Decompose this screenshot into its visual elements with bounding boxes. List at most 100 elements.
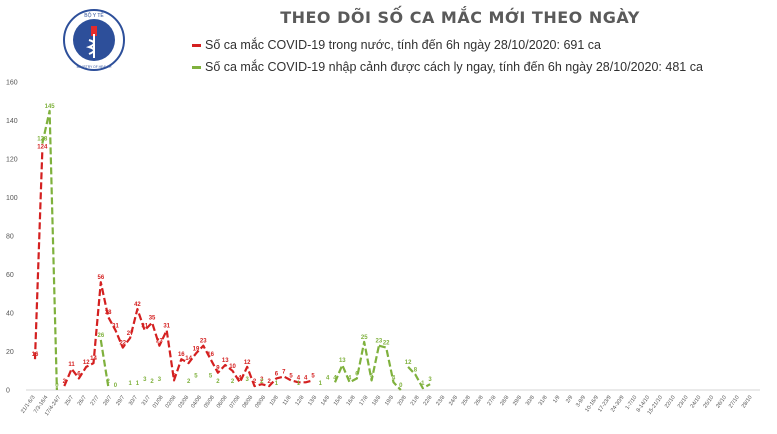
y-tick-label: 100 bbox=[6, 195, 18, 202]
data-label-0: 27 bbox=[127, 331, 134, 337]
x-tick-label: 26/7 bbox=[77, 395, 88, 407]
legend-swatch-imported bbox=[192, 65, 201, 69]
data-label-1: 6 bbox=[355, 371, 359, 377]
x-tick-label: 29/8 bbox=[512, 395, 523, 407]
data-label-0: 9 bbox=[216, 366, 220, 372]
x-tick-label: 25/10 bbox=[702, 395, 715, 410]
data-label-0: 16 bbox=[178, 352, 185, 358]
x-tick-label: 26/8 bbox=[474, 395, 485, 407]
data-label-1: 22 bbox=[383, 341, 390, 347]
data-label-1: 2 bbox=[106, 379, 110, 385]
data-label-1: 26 bbox=[98, 333, 105, 339]
data-label-1: 23 bbox=[376, 339, 383, 345]
series-line-1 bbox=[333, 340, 380, 384]
data-label-0: 35 bbox=[149, 316, 156, 322]
data-label-0: 4 bbox=[238, 375, 242, 381]
x-tick-label: 29/7 bbox=[115, 395, 126, 407]
x-tick-label: 24-30/9 bbox=[610, 395, 626, 414]
y-tick-label: 60 bbox=[6, 272, 14, 279]
data-label-0: 5 bbox=[311, 373, 315, 379]
data-label-1: 3 bbox=[158, 377, 162, 383]
data-label-0: 10 bbox=[229, 364, 236, 370]
data-label-1: 4 bbox=[333, 375, 337, 381]
y-tick-label: 0 bbox=[6, 388, 10, 395]
data-label-0: 19 bbox=[193, 346, 200, 352]
data-label-0: 3 bbox=[260, 377, 264, 383]
series-line-0 bbox=[33, 151, 44, 360]
data-label-0: 6 bbox=[77, 371, 81, 377]
data-label-1: 0 bbox=[55, 383, 59, 389]
x-tick-label: 07/08 bbox=[229, 395, 242, 410]
data-label-0: 5 bbox=[172, 373, 176, 379]
data-label-0: 5 bbox=[289, 373, 293, 379]
data-label-1: 145 bbox=[45, 104, 56, 110]
data-label-1: 1 bbox=[421, 381, 425, 387]
data-label-0: 7 bbox=[282, 370, 286, 376]
x-tick-label: 2/9 bbox=[565, 395, 574, 405]
chart-title: THEO DÕI SỐ CA MẮC MỚI THEO NGÀY bbox=[280, 8, 640, 27]
series-line-1 bbox=[378, 344, 402, 391]
data-label-0: 23 bbox=[156, 339, 163, 345]
x-tick-label: 04/08 bbox=[190, 395, 203, 410]
data-label-1: 3 bbox=[428, 377, 432, 383]
x-tick-label: 02/08 bbox=[165, 395, 178, 410]
x-tick-label: 01/08 bbox=[152, 395, 165, 410]
data-label-1: 25 bbox=[361, 335, 368, 341]
data-label-0: 2 bbox=[63, 379, 67, 385]
x-tick-label: 1/9 bbox=[552, 395, 561, 405]
y-tick-label: 120 bbox=[6, 157, 18, 164]
data-label-1: 1 bbox=[319, 381, 323, 387]
x-tick-label: 10/8 bbox=[269, 395, 280, 407]
y-tick-label: 20 bbox=[6, 349, 14, 356]
data-label-0: 124 bbox=[37, 144, 48, 150]
x-tick-label: 23/8 bbox=[435, 395, 446, 407]
data-label-1: 2 bbox=[231, 379, 235, 385]
x-tick-label: 25/8 bbox=[461, 395, 472, 407]
data-label-1: 12 bbox=[405, 360, 412, 366]
data-label-1: 128 bbox=[37, 137, 48, 143]
logo-subtitle: MINISTRY OF HEALTH bbox=[77, 65, 112, 69]
x-tick-label: 03/08 bbox=[177, 395, 190, 410]
x-tick-label: 19/8 bbox=[384, 395, 395, 407]
x-tick-label: 23/10 bbox=[677, 395, 690, 410]
data-label-1: 2 bbox=[150, 379, 154, 385]
y-tick-label: 80 bbox=[6, 234, 14, 241]
data-label-1: 2 bbox=[216, 379, 220, 385]
data-label-1: 3 bbox=[246, 377, 250, 383]
data-label-0: 14 bbox=[185, 356, 192, 362]
x-tick-label: 31/7 bbox=[141, 395, 152, 407]
legend-label-imported: Số ca mắc COVID-19 nhập cảnh được cách l… bbox=[205, 60, 703, 74]
data-label-0: 13 bbox=[222, 358, 229, 364]
series-line-1 bbox=[99, 339, 110, 387]
x-tick-label: 28/10 bbox=[741, 395, 754, 410]
data-label-0: 23 bbox=[200, 339, 207, 345]
x-tick-label: 27/7 bbox=[90, 395, 101, 407]
x-tick-label: 11/8 bbox=[282, 395, 293, 407]
data-label-1: 4 bbox=[392, 375, 396, 381]
x-tick-label: 13/8 bbox=[307, 395, 318, 407]
x-tick-label: 3-9/9 bbox=[575, 395, 587, 409]
x-tick-label: 08/08 bbox=[241, 395, 254, 410]
data-label-0: 2 bbox=[267, 379, 271, 385]
x-tick-label: 15/8 bbox=[333, 395, 344, 407]
data-label-1: 2 bbox=[187, 379, 191, 385]
data-label-1: 3 bbox=[143, 377, 147, 383]
series-line-0 bbox=[63, 281, 314, 388]
x-tick-label: 28/8 bbox=[499, 395, 510, 407]
legend-entry-domestic: Số ca mắc COVID-19 trong nước, tính đến … bbox=[192, 38, 601, 52]
logo-caduceus-icon bbox=[85, 34, 95, 58]
x-tick-label: 22/10 bbox=[664, 395, 677, 410]
data-label-1: 1 bbox=[136, 381, 140, 387]
legend-entry-imported: Số ca mắc COVID-19 nhập cảnh được cách l… bbox=[192, 60, 703, 74]
data-label-1: 5 bbox=[370, 373, 374, 379]
x-tick-label: 26/10 bbox=[715, 395, 728, 410]
data-label-0: 6 bbox=[275, 371, 279, 377]
x-tick-label: 20/8 bbox=[397, 395, 408, 407]
x-tick-label: 17/8 bbox=[358, 395, 369, 407]
y-tick-label: 160 bbox=[6, 80, 18, 87]
data-label-1: 0 bbox=[399, 383, 403, 389]
data-label-0: 42 bbox=[134, 302, 141, 308]
legend-label-domestic: Số ca mắc COVID-19 trong nước, tính đến … bbox=[205, 38, 601, 52]
